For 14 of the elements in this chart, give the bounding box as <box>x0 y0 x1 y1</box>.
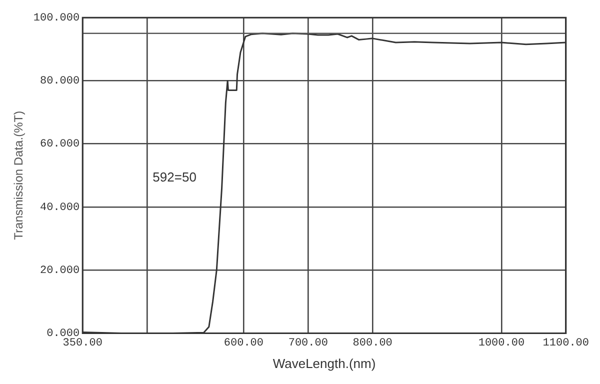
annotation: 592=50 <box>152 170 196 185</box>
x-tick-label: 600.00 <box>224 338 264 350</box>
y-tick-label: 100.000 <box>33 12 80 25</box>
y-axis-title: Transmission Data.(%T) <box>12 110 26 240</box>
x-tick-label: 350.00 <box>62 338 102 350</box>
y-tick-label: 20.000 <box>40 264 80 277</box>
x-tick-label: 700.00 <box>288 338 328 350</box>
x-tick-label: 1100.00 <box>542 338 590 350</box>
y-tick-label: 80.000 <box>40 76 80 88</box>
x-axis-title: WaveLength.(nm) <box>272 356 376 371</box>
y-tick-label: 40.000 <box>40 202 80 214</box>
y-tick-label: 60.000 <box>40 138 80 151</box>
x-tick-label: 800.00 <box>352 338 392 350</box>
x-tick-label: 1000.00 <box>478 338 525 350</box>
